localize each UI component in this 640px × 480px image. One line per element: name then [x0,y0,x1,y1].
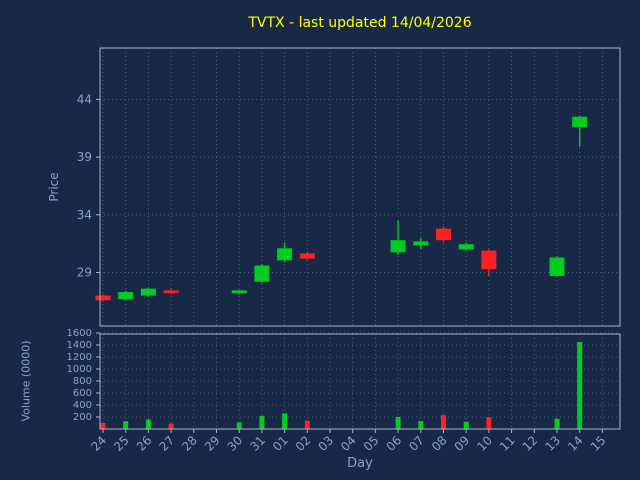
candle-body [458,244,474,250]
x-tick-label: 13 [542,433,563,454]
volume-bar [100,423,106,429]
price-tick-label: 34 [77,208,92,222]
volume-bar [486,417,492,429]
x-tick-label: 11 [497,433,518,454]
x-tick-label: 24 [88,433,109,454]
volume-bar [441,415,446,429]
price-tick-label: 29 [77,266,92,280]
price-tick-label: 39 [77,150,92,164]
candle-body [413,241,429,246]
price-panel-frame [99,47,621,327]
x-tick-label: 01 [270,433,291,454]
price-tick-label: 44 [77,92,92,106]
x-tick-label: 05 [361,433,382,454]
volume-bar [282,413,288,429]
volume-bar [304,420,310,429]
volume-tick-label: 400 [73,400,92,411]
x-tick-label: 12 [520,433,541,454]
volume-bar [395,417,401,429]
volume-bar [168,423,174,429]
volume-bar [145,419,151,429]
volume-panel-frame [99,333,621,430]
volume-tick-label: 1000 [67,364,92,375]
x-tick-label: 06 [384,433,405,454]
volume-bar [463,421,469,429]
x-axis-label: Day [347,456,373,471]
x-tick-label: 28 [179,433,200,454]
candle-body [95,295,111,301]
candle-body [118,292,134,300]
volume-tick-label: 1600 [67,328,92,339]
candle-body [436,228,451,241]
volume-bar [123,421,129,429]
x-tick-label: 15 [588,433,609,454]
volume-tick-label: 200 [73,412,92,423]
candle-body [549,257,565,276]
volume-tick-label: 800 [73,376,92,387]
candle-body [231,290,247,294]
x-tick-label: 03 [315,433,336,454]
x-tick-label: 08 [429,433,450,454]
x-tick-label: 25 [111,433,132,454]
x-tick-label: 29 [202,433,223,454]
volume-bar [418,421,424,429]
volume-tick-label: 600 [73,388,92,399]
x-tick-label: 31 [247,433,268,454]
candle-body [572,116,588,128]
volume-tick-label: 1400 [67,340,92,351]
x-tick-label: 27 [157,433,178,454]
candle-body [163,290,179,294]
x-tick-label: 09 [452,433,473,454]
x-tick-label: 04 [338,433,359,454]
x-tick-label: 30 [225,433,246,454]
candle-body [481,250,497,270]
x-tick-label: 26 [134,433,155,454]
x-tick-label: 10 [474,433,495,454]
x-tick-label: 02 [293,433,314,454]
candle-body [140,288,156,296]
x-tick-label: 07 [406,433,427,454]
candle-body [254,265,270,282]
volume-bar [577,342,583,429]
candle-body [390,240,406,253]
x-tick-label: 14 [565,433,586,454]
volume-bar [236,422,242,429]
volume-tick-label: 1200 [67,352,92,363]
candle-body [299,253,315,259]
candle-body [277,248,293,261]
volume-bar [554,418,560,429]
volume-bar [259,415,265,429]
chart-title: TVTX - last updated 14/04/2026 [248,15,472,31]
